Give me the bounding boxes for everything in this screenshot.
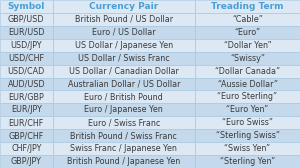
- Text: US Dollar / Swiss Franc: US Dollar / Swiss Franc: [78, 54, 170, 63]
- Text: GBP/CHF: GBP/CHF: [9, 131, 44, 140]
- Text: USD/CAD: USD/CAD: [8, 67, 45, 76]
- Text: US Dollar / Japanese Yen: US Dollar / Japanese Yen: [75, 41, 173, 50]
- Bar: [0, 155, 52, 168]
- Bar: [195, 65, 300, 78]
- Bar: [195, 26, 300, 39]
- Bar: [0, 39, 52, 52]
- Text: “Dollar Canada”: “Dollar Canada”: [215, 67, 280, 76]
- Text: Euro / Swiss Franc: Euro / Swiss Franc: [88, 118, 160, 127]
- Text: “Sterling Yen”: “Sterling Yen”: [220, 157, 275, 166]
- Bar: [52, 116, 195, 129]
- Bar: [195, 103, 300, 116]
- Bar: [0, 13, 52, 26]
- Text: “Sterling Swiss”: “Sterling Swiss”: [215, 131, 280, 140]
- Bar: [0, 26, 52, 39]
- Bar: [0, 0, 52, 13]
- Text: Treading Term: Treading Term: [211, 2, 284, 11]
- Text: EUR/JPY: EUR/JPY: [11, 105, 42, 114]
- Text: CHF/JPY: CHF/JPY: [11, 144, 41, 153]
- Text: AUD/USD: AUD/USD: [8, 79, 45, 89]
- Bar: [0, 142, 52, 155]
- Text: “Dollar Yen”: “Dollar Yen”: [224, 41, 272, 50]
- Text: Euro / British Pound: Euro / British Pound: [84, 92, 163, 101]
- Text: Symbol: Symbol: [8, 2, 45, 11]
- Bar: [52, 142, 195, 155]
- Text: “Swiss Yen”: “Swiss Yen”: [224, 144, 271, 153]
- Bar: [0, 65, 52, 78]
- Bar: [0, 116, 52, 129]
- Text: “Swissy”: “Swissy”: [230, 54, 265, 63]
- Text: Swiss Franc / Japanese Yen: Swiss Franc / Japanese Yen: [70, 144, 177, 153]
- Text: Euro / US Dollar: Euro / US Dollar: [92, 28, 156, 37]
- Text: USD/JPY: USD/JPY: [11, 41, 42, 50]
- Bar: [0, 78, 52, 90]
- Text: “Euro”: “Euro”: [234, 28, 261, 37]
- Bar: [52, 90, 195, 103]
- Text: “Euro Swiss”: “Euro Swiss”: [222, 118, 273, 127]
- Bar: [195, 52, 300, 65]
- Text: US Dollar / Canadian Dollar: US Dollar / Canadian Dollar: [69, 67, 179, 76]
- Bar: [195, 39, 300, 52]
- Bar: [52, 155, 195, 168]
- Bar: [195, 90, 300, 103]
- Bar: [52, 26, 195, 39]
- Bar: [195, 0, 300, 13]
- Text: “Euro Sterling”: “Euro Sterling”: [218, 92, 278, 101]
- Text: USD/CHF: USD/CHF: [8, 54, 44, 63]
- Bar: [52, 0, 195, 13]
- Text: GBP/JPY: GBP/JPY: [11, 157, 42, 166]
- Bar: [195, 155, 300, 168]
- Bar: [195, 129, 300, 142]
- Text: EUR/USD: EUR/USD: [8, 28, 44, 37]
- Bar: [52, 13, 195, 26]
- Bar: [52, 52, 195, 65]
- Bar: [195, 13, 300, 26]
- Text: Currency Pair: Currency Pair: [89, 2, 158, 11]
- Bar: [195, 78, 300, 90]
- Text: Australian Dollar / US Dollar: Australian Dollar / US Dollar: [68, 79, 180, 89]
- Bar: [0, 52, 52, 65]
- Bar: [52, 129, 195, 142]
- Bar: [195, 142, 300, 155]
- Text: Euro / Japanese Yen: Euro / Japanese Yen: [84, 105, 163, 114]
- Bar: [195, 116, 300, 129]
- Text: “Aussie Dollar”: “Aussie Dollar”: [218, 79, 278, 89]
- Text: “Cable”: “Cable”: [232, 15, 263, 24]
- Bar: [0, 129, 52, 142]
- Text: EUR/GBP: EUR/GBP: [8, 92, 44, 101]
- Text: British Pound / US Dollar: British Pound / US Dollar: [75, 15, 173, 24]
- Bar: [52, 78, 195, 90]
- Bar: [52, 39, 195, 52]
- Text: EUR/CHF: EUR/CHF: [9, 118, 44, 127]
- Bar: [52, 65, 195, 78]
- Bar: [52, 103, 195, 116]
- Text: “Euro Yen”: “Euro Yen”: [226, 105, 268, 114]
- Text: British Pound / Japanese Yen: British Pound / Japanese Yen: [67, 157, 180, 166]
- Bar: [0, 103, 52, 116]
- Text: GBP/USD: GBP/USD: [8, 15, 44, 24]
- Bar: [0, 90, 52, 103]
- Text: British Pound / Swiss Franc: British Pound / Swiss Franc: [70, 131, 177, 140]
